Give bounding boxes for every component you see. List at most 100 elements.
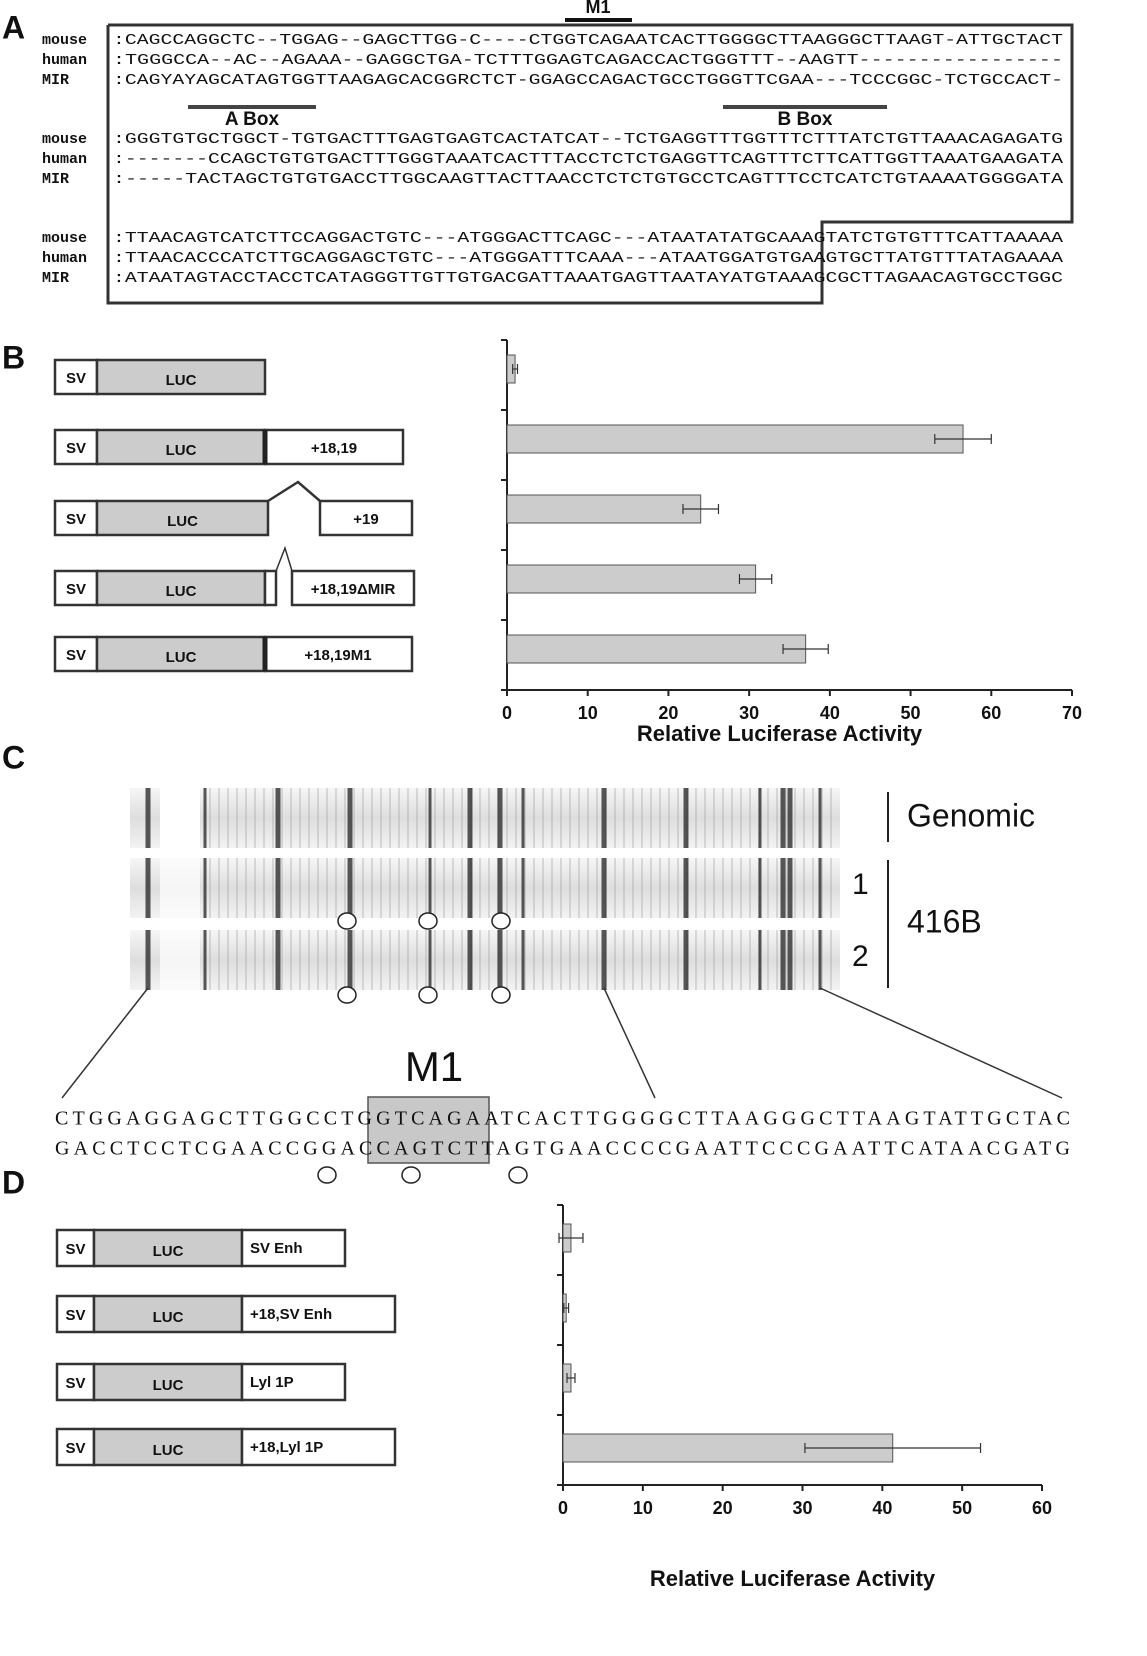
x-tick-label: 20 xyxy=(713,1498,733,1518)
species-label: human xyxy=(42,52,87,69)
construct-label: LUC xyxy=(153,1442,184,1459)
construct-box xyxy=(290,569,416,607)
construct-label: LUC xyxy=(153,1377,184,1394)
bar xyxy=(506,634,807,664)
construct-insert: +18,19ΔMIR xyxy=(311,581,396,598)
construct-insert: +19 xyxy=(353,511,378,528)
alignment-frame xyxy=(106,23,1074,305)
sequence: :CAGYAYAGCATAGTGGTTAAGAGCACGGRCTCT-GGAGC… xyxy=(113,72,1063,89)
footprint-marker xyxy=(418,986,438,1004)
sequence: :ATAATAGTACCTACCTCATAGGGTTGTTGTGACGATTAA… xyxy=(113,270,1063,287)
gel-label: 1 xyxy=(852,868,869,901)
sequence: :-----TACTAGCTGTGTGACCTTGGCAAGTTACTTAACC… xyxy=(113,171,1063,188)
panel-letter: C xyxy=(2,739,25,775)
construct-label: LUC xyxy=(167,513,198,530)
species-label: MIR xyxy=(42,270,69,287)
x-tick-label: 50 xyxy=(901,703,921,723)
splice xyxy=(267,480,321,503)
construct-label: LUC xyxy=(153,1309,184,1326)
construct-label: SV xyxy=(66,440,86,457)
construct-label: LUC xyxy=(166,583,197,600)
construct-box xyxy=(240,1362,347,1402)
x-tick-label: 0 xyxy=(502,703,512,723)
x-tick-label: 30 xyxy=(792,1498,812,1518)
error-bar xyxy=(738,574,773,584)
motif-label: M1 xyxy=(585,0,610,17)
construct-label: SV xyxy=(65,1307,85,1324)
construct-insert: Lyl 1P xyxy=(250,1374,294,1391)
construct-insert: +18,19 xyxy=(311,440,357,457)
construct-label: SV xyxy=(65,1440,85,1457)
gel-lane xyxy=(130,858,840,918)
x-tick-label: 30 xyxy=(739,703,759,723)
zoom-line xyxy=(61,987,149,1099)
sequence: :CAGCCAGGCTC--TGGAG--GAGCTTGG-C----CTGGT… xyxy=(113,32,1063,49)
construct-box xyxy=(95,635,267,673)
construct-box xyxy=(55,1362,96,1402)
x-tick-label: 10 xyxy=(578,703,598,723)
construct-insert: +18,SV Enh xyxy=(250,1306,332,1323)
x-tick-label: 0 xyxy=(558,1498,568,1518)
gel-gap xyxy=(160,788,200,848)
x-tick-label: 50 xyxy=(952,1498,972,1518)
construct-label: LUC xyxy=(166,442,197,459)
construct-box xyxy=(95,499,270,537)
footprint-marker xyxy=(418,912,438,930)
construct-insert: +18,19M1 xyxy=(304,647,371,664)
species-label: human xyxy=(42,151,87,168)
construct-box xyxy=(263,635,414,673)
motif-box xyxy=(367,1096,490,1164)
construct-box xyxy=(240,1228,347,1268)
construct-box xyxy=(92,1294,244,1334)
footprint-marker xyxy=(337,986,357,1004)
error-bar xyxy=(682,504,720,514)
gel-label: Genomic xyxy=(907,797,1035,833)
sequence: CTGGAGGAGCTTGGCCTGGTCAGAATCACTTGGGGCTTAA… xyxy=(55,1108,1070,1130)
footprint-marker xyxy=(491,986,511,1004)
construct-label: LUC xyxy=(166,649,197,666)
gel-gap xyxy=(160,930,200,990)
sequence: :TTAACACCCATCTTGCAGGAGCTGTC---ATGGGATTTC… xyxy=(113,250,1063,267)
x-tick-label: 10 xyxy=(633,1498,653,1518)
sequence: :TTAACAGTCATCTTCCAGGACTGTC---ATGGGACTTCA… xyxy=(113,230,1063,247)
x-tick-label: 60 xyxy=(981,703,1001,723)
error-bar xyxy=(558,1233,584,1243)
x-tick-label: 70 xyxy=(1062,703,1082,723)
construct-label: SV xyxy=(65,1241,85,1258)
construct-box xyxy=(92,1427,244,1467)
box-label: B Box xyxy=(778,109,833,130)
sequence: :-------CCAGCTGTGTGACTTTGGGTAAATCACTTTAC… xyxy=(113,151,1063,168)
construct-box xyxy=(55,1228,96,1268)
construct-label: LUC xyxy=(166,372,197,389)
species-label: human xyxy=(42,250,87,267)
error-bar xyxy=(934,434,992,444)
gel-lane xyxy=(130,930,840,990)
species-label: MIR xyxy=(42,171,69,188)
gel-lane xyxy=(130,788,840,848)
sequence: :GGGTGTGCTGGCT-TGTGACTTTGAGTGAGTCACTATCA… xyxy=(113,131,1063,148)
construct-label: LUC xyxy=(153,1243,184,1260)
construct-insert: SV Enh xyxy=(250,1240,303,1257)
error-bar xyxy=(563,1303,570,1313)
bar xyxy=(506,494,702,524)
construct-box xyxy=(240,1427,397,1467)
footprint-marker xyxy=(401,1166,421,1184)
error-bar xyxy=(804,1443,982,1453)
construct-label: SV xyxy=(65,1375,85,1392)
x-tick-label: 40 xyxy=(820,703,840,723)
error-bar xyxy=(782,644,829,654)
deletion xyxy=(275,545,293,572)
bar xyxy=(506,424,964,454)
construct-label: SV xyxy=(66,370,86,387)
construct-box xyxy=(95,358,267,396)
x-tick-label: 40 xyxy=(872,1498,892,1518)
construct-box xyxy=(263,569,278,607)
construct-label: SV xyxy=(66,581,86,598)
footprint-marker xyxy=(317,1166,337,1184)
x-tick-label: 20 xyxy=(658,703,678,723)
construct-insert: +18,Lyl 1P xyxy=(250,1439,323,1456)
species-label: MIR xyxy=(42,72,69,89)
gel-label: 2 xyxy=(852,940,869,973)
